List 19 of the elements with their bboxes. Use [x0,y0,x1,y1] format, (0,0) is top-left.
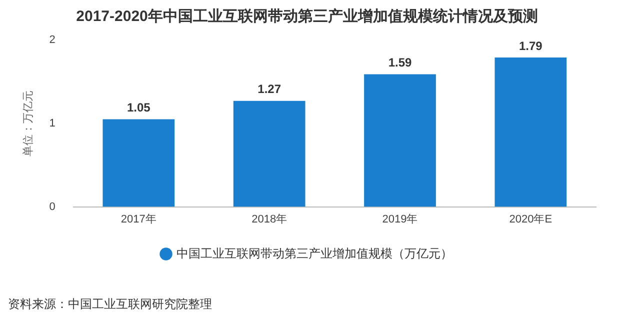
chart-title: 2017-2020年中国工业互联网带动第三产业增加值规模统计情况及预测 [76,8,538,26]
x-tick-label: 2018年 [252,213,288,226]
y-tick-label: 1 [49,117,56,130]
bar [494,58,567,207]
legend-label: 中国工业互联网带动第三产业增加值规模（万亿元） [176,246,452,260]
data-label: 1.59 [388,56,412,70]
y-tick-label: 2 [49,34,56,46]
text: 资料来源：中国工业互联网研究院整理 [8,297,212,311]
x-tick-label: 2019年 [382,213,418,226]
y-tick-label: 0 [49,200,56,213]
bar [102,119,175,207]
data-label: 1.05 [126,100,151,115]
x-tick-label: 2017年 [120,213,156,226]
bar [233,100,306,207]
x-tick-label: 2020年E [509,213,552,226]
bar [364,74,436,207]
data-label: 1.27 [258,82,282,96]
data-label: 1.79 [518,38,543,53]
y-axis-title: 单位：万亿元 [22,90,35,156]
